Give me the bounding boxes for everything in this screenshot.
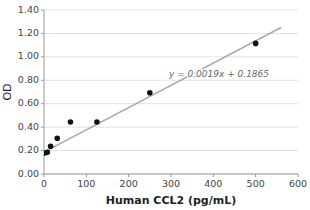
data-point — [94, 119, 100, 125]
tick-label: 1.00 — [18, 50, 39, 61]
data-point — [45, 150, 51, 156]
data-point — [54, 135, 60, 141]
trend-line — [44, 28, 281, 153]
grid-line — [44, 174, 298, 175]
grid-line — [44, 127, 298, 128]
chart: 0.00 0.20 0.40 0.60 0.80 1.00 1.20 1.40 0 100 200 3… — [0, 0, 310, 210]
tick-label: 500 — [247, 178, 265, 189]
tick-label: 400 — [204, 178, 222, 189]
data-point — [48, 143, 54, 149]
data-point — [68, 119, 74, 125]
x-axis: 0 100 200 300 400 500 600 — [41, 174, 307, 189]
tick-label: 0.20 — [18, 144, 39, 155]
data-point — [147, 90, 153, 96]
tick-label: 1.20 — [18, 27, 39, 38]
grid-line — [44, 150, 298, 151]
plot-area — [44, 28, 281, 156]
tick-label: 600 — [289, 178, 307, 189]
grid-line — [44, 56, 298, 57]
axis-line — [44, 10, 45, 174]
tick-label: 0.40 — [18, 121, 39, 132]
tick-label: 0.80 — [18, 74, 39, 85]
y-axis-label: OD — [1, 83, 14, 100]
grid — [44, 10, 298, 174]
tick-label: 0.60 — [18, 97, 39, 108]
x-axis-label: Human CCL2 (pg/mL) — [106, 194, 237, 207]
grid-line — [44, 10, 298, 11]
tick-label: 0 — [41, 178, 47, 189]
y-axis: 0.00 0.20 0.40 0.60 0.80 1.00 1.20 1.40 — [18, 4, 44, 179]
grid-line — [44, 103, 298, 104]
grid-line — [44, 33, 298, 34]
equation: y = 0.0019x + 0.1865 — [168, 69, 269, 79]
tick-label: 1.40 — [18, 4, 39, 15]
tick-label: 200 — [120, 178, 138, 189]
tick-label: 100 — [77, 178, 95, 189]
data-point — [253, 41, 259, 47]
tick-label: 300 — [162, 178, 180, 189]
axis-line — [44, 174, 298, 175]
grid-line — [44, 80, 298, 81]
tick-label: 0.00 — [18, 168, 39, 179]
